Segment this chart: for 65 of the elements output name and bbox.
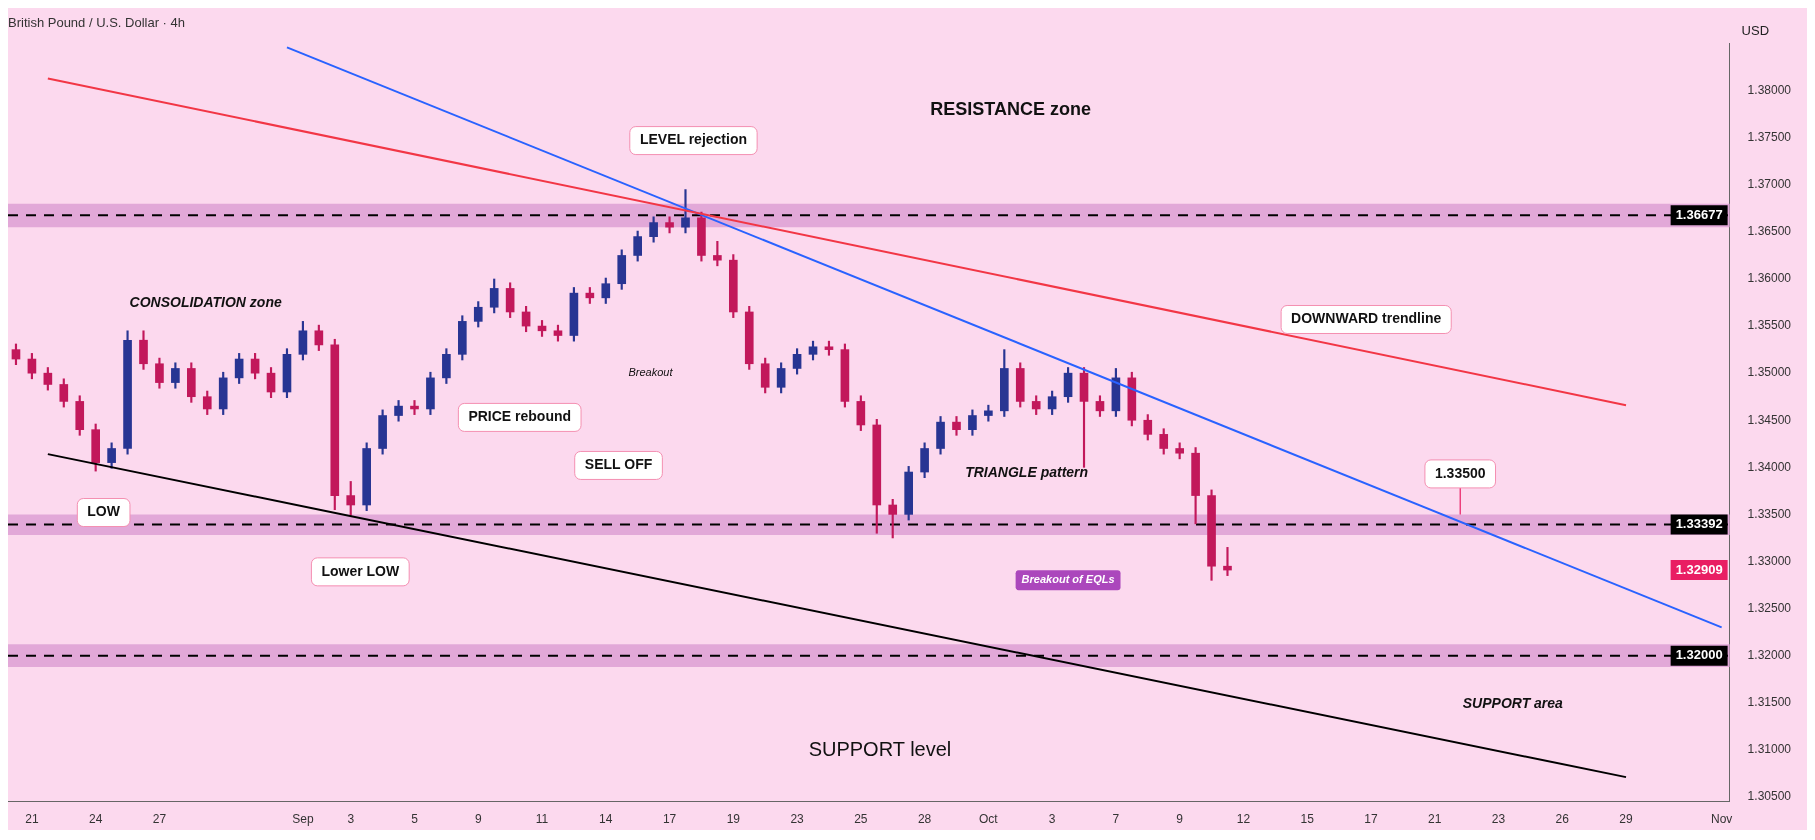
annotation: Lower LOW — [321, 562, 400, 579]
x-tick-label: 21 — [1428, 812, 1442, 827]
y-tick-label: 1.33500 — [1747, 506, 1792, 521]
x-tick-label: 9 — [1176, 812, 1184, 827]
y-tick-label: 1.37000 — [1747, 177, 1792, 192]
annotation: SELL OFF — [584, 456, 653, 473]
y-tick-label: 1.33000 — [1747, 553, 1792, 568]
y-axis-title: USD — [1741, 23, 1770, 39]
x-tick-label: 11 — [535, 812, 549, 827]
x-tick-label: 24 — [89, 812, 103, 827]
annotation: Breakout of EQLs — [1021, 573, 1115, 586]
y-tick-label: 1.32000 — [1747, 647, 1792, 662]
x-tick-label: 17 — [1364, 812, 1378, 827]
candlestick — [410, 400, 419, 415]
x-tick-label: 21 — [25, 812, 39, 827]
y-tick-label: 1.35500 — [1747, 318, 1792, 333]
y-tick-label: 1.30500 — [1747, 789, 1792, 804]
annotation: DOWNWARD trendline — [1291, 310, 1442, 327]
annotation: LOW — [87, 503, 121, 520]
x-tick-label: 25 — [854, 812, 868, 827]
y-tick-label: 1.37500 — [1747, 130, 1792, 145]
x-tick-label: 14 — [599, 812, 613, 827]
annotation: SUPPORT area — [1462, 695, 1564, 712]
x-tick-label: 9 — [474, 812, 482, 827]
x-tick-label: 19 — [726, 812, 741, 827]
y-tick-label: 1.38000 — [1747, 82, 1792, 97]
x-tick-label: 3 — [1048, 812, 1056, 827]
y-tick-label: 1.32500 — [1747, 600, 1792, 615]
annotation: 1.32909 — [1675, 561, 1723, 577]
x-tick-label: 17 — [662, 812, 677, 827]
annotation: LEVEL rejection — [639, 131, 748, 148]
chart-title: British Pound / U.S. Dollar · 4h — [8, 15, 186, 31]
y-tick-label: 1.34000 — [1747, 459, 1792, 474]
y-tick-label: 1.36500 — [1747, 224, 1792, 239]
annotation: TRIANGLE pattern — [965, 463, 1089, 480]
x-tick-label: 26 — [1555, 812, 1570, 827]
ref-line-label: 1.33392 — [1675, 516, 1723, 532]
x-tick-label: 5 — [411, 812, 419, 827]
y-tick-label: 1.31500 — [1747, 695, 1792, 710]
x-tick-label: 12 — [1236, 812, 1251, 827]
x-tick-label: Nov — [1710, 812, 1733, 827]
y-tick-label: 1.34500 — [1747, 412, 1792, 427]
x-tick-label: 7 — [1112, 812, 1120, 827]
y-tick-label: 1.35000 — [1747, 365, 1792, 380]
x-tick-label: 28 — [917, 812, 932, 827]
x-tick-label: 27 — [152, 812, 167, 827]
x-tick-label: 23 — [1491, 812, 1506, 827]
annotation: RESISTANCE zone — [930, 99, 1092, 120]
annotation: PRICE rebound — [468, 408, 572, 425]
x-tick-label: Sep — [292, 812, 314, 827]
y-tick-label: 1.31000 — [1747, 742, 1792, 757]
annotation: 1.33500 — [1434, 464, 1486, 481]
ref-line-label: 1.32000 — [1675, 647, 1723, 663]
annotation: Breakout — [628, 366, 674, 379]
x-tick-label: 3 — [347, 812, 355, 827]
x-tick-label: 15 — [1300, 812, 1315, 827]
y-tick-label: 1.36000 — [1747, 271, 1792, 286]
candlestick — [681, 189, 690, 234]
annotation: SUPPORT level — [808, 738, 952, 761]
annotation: CONSOLIDATION zone — [129, 294, 282, 311]
x-tick-label: 23 — [790, 812, 805, 827]
candlestick — [1223, 547, 1232, 576]
x-tick-label: 29 — [1619, 812, 1633, 827]
ref-line-label: 1.36677 — [1675, 206, 1723, 222]
x-tick-label: Oct — [979, 812, 999, 827]
